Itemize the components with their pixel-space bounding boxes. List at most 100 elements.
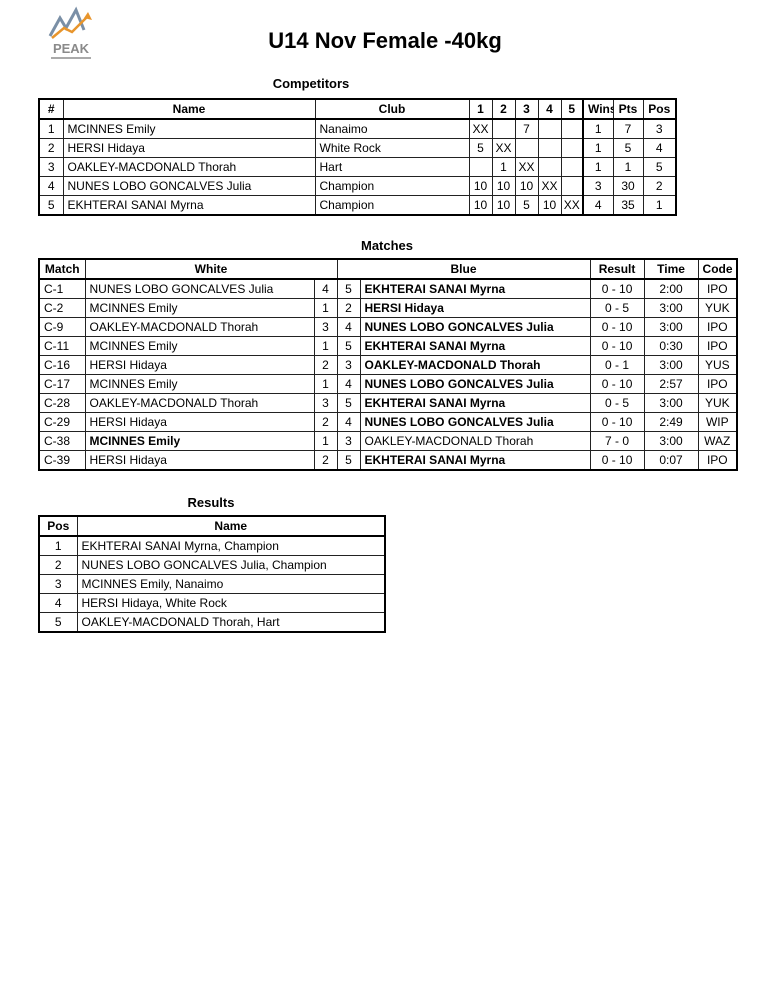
match-id-cell: C-17 (38, 374, 86, 394)
time-cell: 3:00 (643, 393, 699, 413)
page-title: U14 Nov Female -40kg (268, 28, 502, 53)
competitors-heading: Competitors (272, 76, 350, 91)
result-cell: 0 - 1 (589, 355, 645, 375)
points-cell: 5 (612, 138, 644, 158)
blue-competitor-cell: EKHTERAI SANAI Myrna (359, 336, 591, 356)
white-competitor-cell: MCINNES Emily (84, 431, 315, 451)
score-4-cell (537, 157, 562, 177)
results-heading: Results (187, 495, 235, 510)
white-number-cell: 2 (313, 450, 338, 471)
competitor-row: 1 MCINNES Emily Nanaimo XX 7 1 7 3 (38, 118, 677, 139)
blue-competitor-cell: OAKLEY-MACDONALD Thorah (359, 431, 591, 451)
score-5-cell (560, 138, 584, 158)
peak-judo-club-logo: PEAK (48, 6, 92, 59)
blue-number-cell: 4 (336, 412, 361, 432)
time-cell: 0:07 (643, 450, 699, 471)
match-id-cell: C-39 (38, 450, 86, 471)
competitor-row: 3 OAKLEY-MACDONALD Thorah Hart 1 XX 1 1 5 (38, 157, 677, 177)
blue-competitor-cell: NUNES LOBO GONCALVES Julia (359, 412, 591, 432)
position-cell: 2 (642, 176, 677, 196)
points-cell: 35 (612, 195, 644, 216)
white-competitor-cell: HERSI Hidaya (84, 450, 315, 471)
result-cell: 0 - 10 (589, 450, 645, 471)
position-cell: 1 (38, 535, 78, 556)
points-cell: 7 (612, 118, 644, 139)
code-cell: IPO (697, 336, 738, 356)
time-cell: 3:00 (643, 298, 699, 318)
name-cell: OAKLEY-MACDONALD Thorah, Hart (76, 612, 386, 633)
match-row: C-38 MCINNES Emily 1 3 OAKLEY-MACDONALD Thor… (38, 431, 738, 451)
score-3-cell: 7 (514, 118, 539, 139)
match-id-cell: C-2 (38, 298, 86, 318)
match-row: C-9 OAKLEY-MACDONALD Thorah 3 4 NUNES LOBO G… (38, 317, 738, 337)
wins-cell: 1 (582, 157, 614, 177)
white-competitor-cell: MCINNES Emily (84, 374, 315, 394)
code-cell: IPO (697, 450, 738, 471)
name-cell: MCINNES Emily, Nanaimo (76, 574, 386, 594)
match-id-cell: C-16 (38, 355, 86, 375)
white-competitor-cell: OAKLEY-MACDONALD Thorah (84, 393, 315, 413)
name-cell: NUNES LOBO GONCALVES Julia (62, 176, 316, 196)
time-cell: 2:57 (643, 374, 699, 394)
score-5-cell (560, 176, 584, 196)
wins-cell: 1 (582, 118, 614, 139)
white-competitor-cell: OAKLEY-MACDONALD Thorah (84, 317, 315, 337)
white-number-cell: 4 (313, 278, 338, 299)
results-table: Pos Name 1 EKHTERAI SANAI Myrna, Champion 2 N… (38, 515, 386, 633)
score-1-cell: 5 (468, 138, 493, 158)
column-header: 4 (537, 98, 562, 120)
number-cell: 2 (38, 138, 64, 158)
blue-competitor-cell: HERSI Hidaya (359, 298, 591, 318)
blue-number-cell: 2 (336, 298, 361, 318)
position-cell: 4 (38, 593, 78, 613)
result-row: 3 MCINNES Emily, Nanaimo (38, 574, 386, 594)
position-cell: 2 (38, 555, 78, 575)
matches-table: Match White Blue Result Time Code C-1 NUNES LOB… (38, 258, 739, 471)
result-cell: 0 - 10 (589, 412, 645, 432)
blue-competitor-cell: OAKLEY-MACDONALD Thorah (359, 355, 591, 375)
blue-number-cell: 3 (336, 355, 361, 375)
position-cell: 1 (642, 195, 677, 216)
column-header: Time (643, 258, 699, 280)
competitor-row: 2 HERSI Hidaya White Rock 5 XX 1 5 4 (38, 138, 677, 158)
match-row: C-2 MCINNES Emily 1 2 HERSI Hidaya 0 - 5 3:00 Y… (38, 298, 738, 318)
match-id-cell: C-11 (38, 336, 86, 356)
time-cell: 2:00 (643, 278, 699, 299)
result-row: 5 OAKLEY-MACDONALD Thorah, Hart (38, 612, 386, 633)
code-cell: YUS (697, 355, 738, 375)
column-header: Result (589, 258, 645, 280)
column-header: Match (38, 258, 86, 280)
club-cell: Champion (314, 195, 470, 216)
score-3-cell: 10 (514, 176, 539, 196)
number-cell: 1 (38, 118, 64, 139)
white-number-cell: 2 (313, 355, 338, 375)
name-cell: MCINNES Emily (62, 118, 316, 139)
score-1-cell (468, 157, 493, 177)
competitor-row: 5 EKHTERAI SANAI Myrna Champion 10 10 5 10 XX 4 3… (38, 195, 677, 216)
score-3-cell: 5 (514, 195, 539, 216)
column-header: Name (76, 515, 386, 537)
position-cell: 4 (642, 138, 677, 158)
position-cell: 5 (38, 612, 78, 633)
score-4-cell: 10 (537, 195, 562, 216)
code-cell: IPO (697, 374, 738, 394)
result-cell: 0 - 5 (589, 298, 645, 318)
wins-cell: 1 (582, 138, 614, 158)
number-cell: 3 (38, 157, 64, 177)
column-header: Pts (612, 98, 644, 120)
white-competitor-cell: HERSI Hidaya (84, 412, 315, 432)
time-cell: 2:49 (643, 412, 699, 432)
column-header: 5 (560, 98, 584, 120)
score-4-cell: XX (537, 176, 562, 196)
column-header: Wins (582, 98, 614, 120)
match-id-cell: C-9 (38, 317, 86, 337)
competitors-table: #NameClub12345WinsPtsPos1MCINNES EmilyNa… (38, 98, 677, 216)
white-competitor-cell: HERSI Hidaya (84, 355, 315, 375)
column-header: Pos (38, 515, 78, 537)
match-id-cell: C-38 (38, 431, 86, 451)
svg-text:PEAK: PEAK (53, 41, 90, 56)
white-competitor-cell: MCINNES Emily (84, 298, 315, 318)
white-number-cell: 3 (313, 393, 338, 413)
result-cell: 0 - 10 (589, 317, 645, 337)
match-row: C-29 HERSI Hidaya 2 4 NUNES LOBO GONCALVES J… (38, 412, 738, 432)
